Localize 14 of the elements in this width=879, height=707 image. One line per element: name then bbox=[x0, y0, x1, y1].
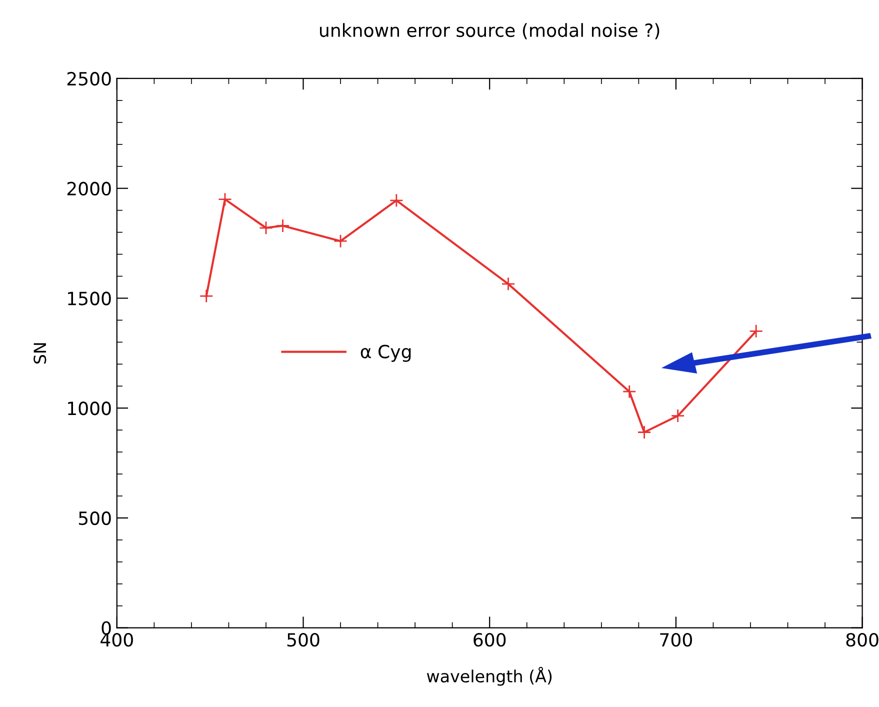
chart-title: unknown error source (modal noise ?) bbox=[320, 23, 660, 40]
y-tick-label: 2000 bbox=[67, 182, 111, 196]
legend-label: α Cyg bbox=[360, 344, 411, 362]
x-tick-label: 700 bbox=[660, 632, 692, 647]
y-tick-label: 1000 bbox=[68, 402, 111, 416]
x-axis-title: wavelength (Å) bbox=[426, 666, 552, 686]
y-axis-title: SN bbox=[34, 343, 46, 364]
y-tick-label: 1500 bbox=[68, 292, 111, 306]
y-tick-label: 500 bbox=[78, 511, 111, 526]
x-tick-label: 500 bbox=[287, 632, 320, 647]
x-tick-label: 800 bbox=[846, 632, 878, 647]
y-tick-label: 2500 bbox=[67, 72, 111, 86]
x-tick-label: 400 bbox=[100, 632, 133, 647]
x-tick-label: 600 bbox=[474, 632, 506, 647]
